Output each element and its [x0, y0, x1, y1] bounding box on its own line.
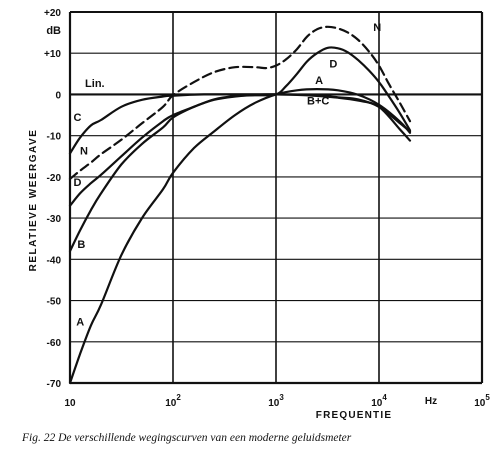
curve-label-n-right: N [373, 22, 381, 34]
curve-d [68, 46, 412, 207]
curve-label-d: D [73, 177, 81, 189]
curve-label-lin: Lin. [85, 78, 105, 90]
curve-label-a-right: A [315, 75, 323, 87]
curves [68, 25, 412, 385]
y-tick-label: -20 [47, 173, 62, 184]
y-axis-unit: dB [46, 25, 61, 37]
y-tick-label: -10 [47, 132, 62, 143]
y-tick-label: -30 [47, 214, 62, 225]
y-tick-label: -40 [47, 255, 62, 266]
curve-c [68, 93, 412, 155]
y-tick-label: -50 [47, 297, 62, 308]
grid [68, 11, 484, 385]
figure-caption: Fig. 22 De verschillende wegingscurven v… [22, 432, 352, 444]
curve-b [68, 93, 412, 253]
curve-label-a: A [76, 316, 84, 328]
curve-label-d-right: D [329, 59, 337, 71]
annotation-label: B+C [307, 95, 329, 107]
y-tick-label: +10 [44, 49, 61, 60]
y-tick-label: +20 [44, 8, 61, 19]
y-tick-label: -70 [47, 379, 62, 390]
x-axis-label: FREQUENTIE [316, 410, 392, 421]
x-tick-label: 102 [165, 393, 181, 409]
curve-label-c: C [73, 112, 81, 124]
x-tick-label: 105 [474, 393, 490, 409]
x-axis-unit: Hz [425, 396, 437, 407]
y-axis-label: RELATIEVE WEERGAVE [28, 129, 39, 272]
curve-label-b: B [77, 239, 85, 251]
y-tick-label: -60 [47, 338, 62, 349]
curve-label-n: N [80, 146, 88, 158]
curve-n [68, 25, 412, 180]
x-tick-label: 104 [371, 393, 387, 409]
x-tick-label: 10 [64, 398, 76, 409]
curve-a [68, 88, 412, 385]
y-tick-label: 0 [55, 90, 61, 101]
x-tick-label: 103 [268, 393, 284, 409]
